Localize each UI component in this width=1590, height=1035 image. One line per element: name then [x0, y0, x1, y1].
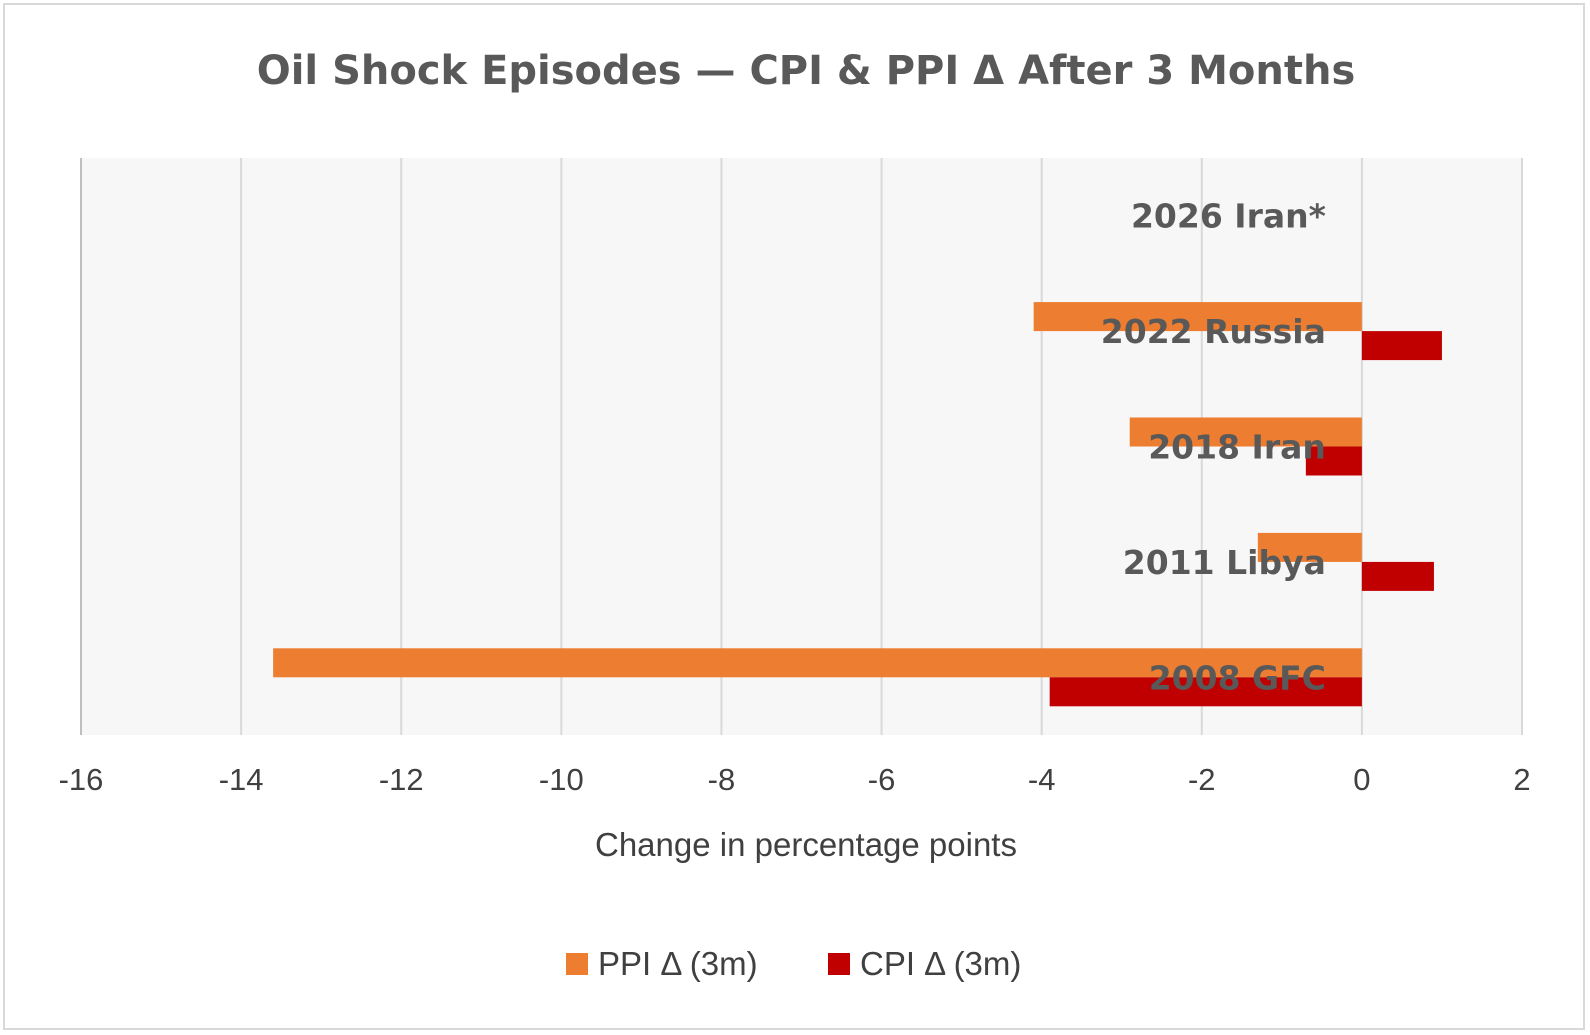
x-tick-label: -10 [539, 762, 584, 797]
bar-cpi-2011-libya [1361, 561, 1434, 591]
bar-cpi-2022-russia [1361, 331, 1442, 361]
x-tick-label: -8 [708, 762, 736, 797]
legend-swatch-ppi [566, 953, 588, 975]
bar-ppi-2018-iran [1129, 417, 1362, 447]
x-axis-title: Change in percentage points [595, 826, 1017, 863]
bar-ppi-2008-gfc [273, 648, 1362, 678]
category-labels: 2026 Iran* 2022 Russia 2018 Iran 2011 Libya… [1101, 197, 1326, 698]
x-tick-label: 2 [1513, 762, 1530, 797]
x-tick-label: -4 [1028, 762, 1056, 797]
category-label-2011-libya: 2011 Libya [1123, 543, 1326, 582]
category-label-2022-russia: 2022 Russia [1101, 312, 1326, 351]
bar-cpi-2018-iran [1305, 446, 1362, 476]
bar-cpi-2008-gfc [1049, 677, 1362, 707]
x-tick-label: -14 [219, 762, 264, 797]
x-tick-label: -12 [379, 762, 424, 797]
category-label-2026-iran: 2026 Iran* [1131, 197, 1326, 236]
x-tick-label: 0 [1353, 762, 1370, 797]
legend: PPI Δ (3m) CPI Δ (3m) [566, 945, 1021, 982]
x-tick-label: -6 [868, 762, 896, 797]
x-tick-label: -2 [1188, 762, 1216, 797]
chart-title: Oil Shock Episodes — CPI & PPI Δ After 3… [257, 48, 1356, 94]
x-axis-ticks: -16 -14 -12 -10 -8 -6 -4 -2 0 2 [59, 762, 1531, 797]
legend-label-cpi: CPI Δ (3m) [860, 945, 1021, 982]
gridlines [80, 158, 1523, 735]
legend-swatch-cpi [828, 953, 850, 975]
bar-ppi-2011-libya [1257, 532, 1362, 562]
legend-label-ppi: PPI Δ (3m) [598, 945, 758, 982]
bar-ppi-2022-russia [1033, 302, 1362, 332]
x-tick-label: -16 [59, 762, 104, 797]
category-label-2008-gfc: 2008 GFC [1149, 658, 1326, 697]
category-label-2018-iran: 2018 Iran [1148, 428, 1326, 467]
bars [273, 302, 1442, 707]
